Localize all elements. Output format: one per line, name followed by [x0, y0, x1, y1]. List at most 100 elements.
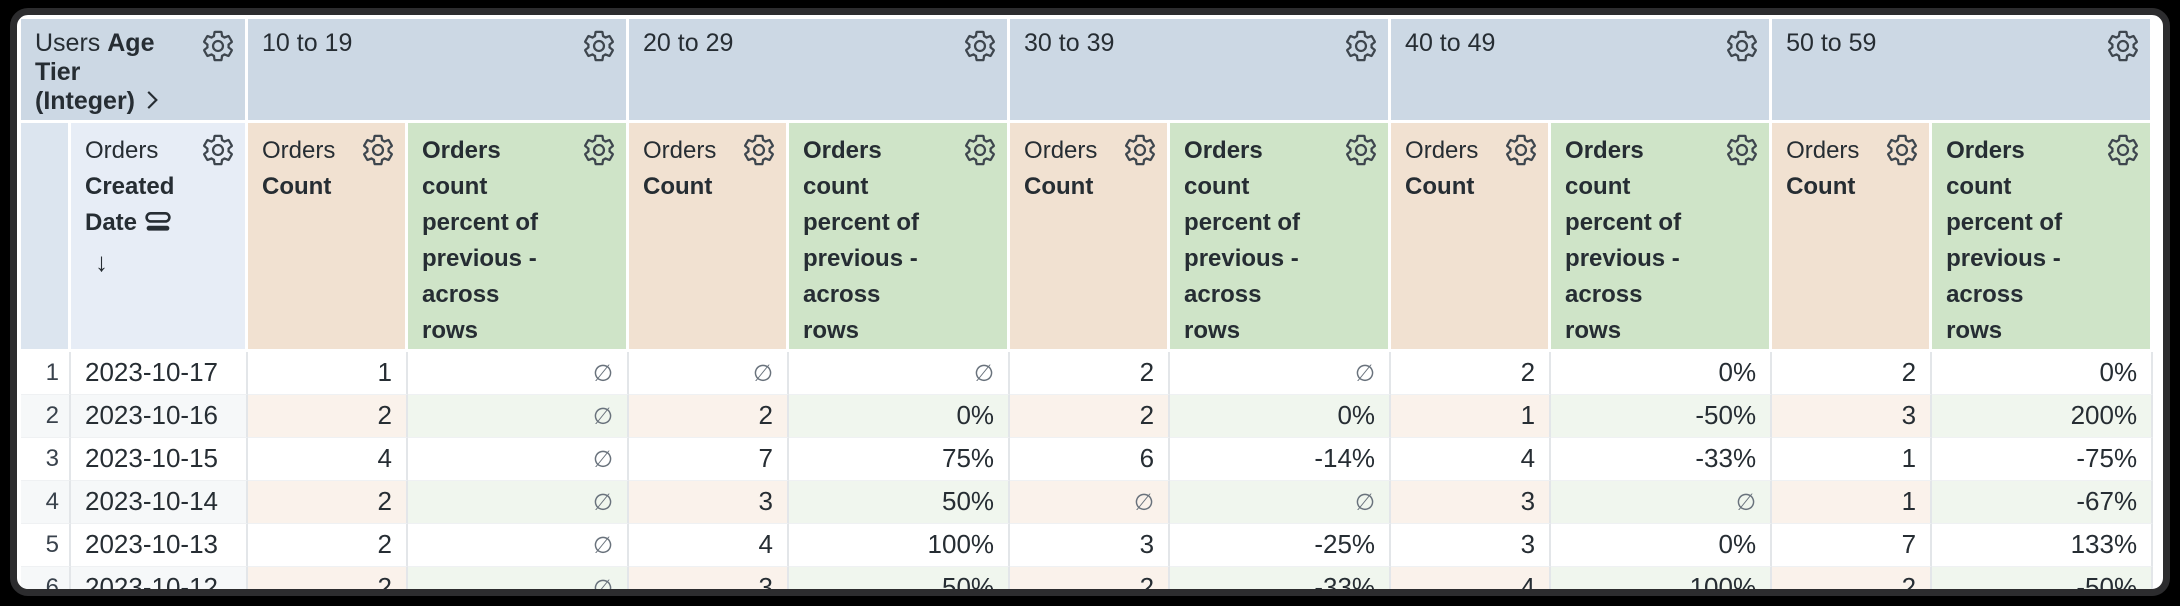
orders-count-percent-cell[interactable]: -67% [1932, 481, 2154, 524]
orders-count-cell[interactable]: 2 [248, 524, 408, 567]
orders-count-percent-cell[interactable]: -75% [1932, 438, 2154, 481]
gear-icon[interactable] [201, 29, 235, 63]
orders-count-header[interactable]: Orders Count [1391, 123, 1552, 352]
orders-count-cell[interactable]: 3 [1391, 524, 1552, 567]
orders-count-percent-cell[interactable]: -33% [1170, 567, 1392, 589]
orders-count-cell[interactable]: 3 [1010, 524, 1171, 567]
orders-count-percent-cell[interactable]: 50% [789, 567, 1011, 589]
orders-count-percent-cell[interactable]: ∅ [408, 438, 630, 481]
orders-count-cell[interactable]: 3 [1391, 481, 1552, 524]
orders-count-percent-cell[interactable]: ∅ [1551, 481, 1773, 524]
orders-count-percent-cell[interactable]: 0% [1551, 524, 1773, 567]
orders-count-cell[interactable]: 2 [248, 481, 408, 524]
orders-count-cell[interactable]: 1 [248, 352, 408, 395]
row-field-header[interactable]: Users Age Tier (Integer) [21, 19, 248, 123]
gear-icon[interactable] [201, 133, 235, 167]
orders-count-percent-cell[interactable]: ∅ [408, 481, 630, 524]
orders-count-percent-cell[interactable]: 100% [789, 524, 1011, 567]
orders-count-cell[interactable]: 2 [248, 395, 408, 438]
orders-count-cell[interactable]: 2 [629, 395, 790, 438]
pivot-tier-header[interactable]: 20 to 29 [629, 19, 1011, 123]
orders-count-percent-cell[interactable]: ∅ [1170, 481, 1392, 524]
orders-count-cell[interactable]: 4 [1391, 438, 1552, 481]
orders-count-header[interactable]: Orders Count [1010, 123, 1171, 352]
date-cell[interactable]: 2023-10-12 [71, 567, 248, 589]
orders-count-percent-cell[interactable]: ∅ [408, 524, 630, 567]
orders-count-percent-cell[interactable]: ∅ [1170, 352, 1392, 395]
orders-count-percent-cell[interactable]: ∅ [408, 395, 630, 438]
orders-count-cell[interactable]: 2 [1010, 395, 1171, 438]
gear-icon[interactable] [1123, 133, 1157, 167]
date-cell[interactable]: 2023-10-14 [71, 481, 248, 524]
orders-count-percent-cell[interactable]: 50% [789, 481, 1011, 524]
orders-count-cell[interactable]: ∅ [629, 352, 790, 395]
orders-count-percent-cell[interactable]: ∅ [408, 567, 630, 589]
orders-count-cell[interactable]: 1 [1772, 438, 1933, 481]
pivot-tier-header[interactable]: 10 to 19 [248, 19, 630, 123]
orders-count-percent-cell[interactable]: ∅ [789, 352, 1011, 395]
gear-icon[interactable] [361, 133, 395, 167]
orders-count-header[interactable]: Orders Count [248, 123, 408, 352]
pivot-tier-header[interactable]: 40 to 49 [1391, 19, 1773, 123]
gear-icon[interactable] [582, 29, 616, 63]
pivot-tier-header[interactable]: 30 to 39 [1010, 19, 1392, 123]
orders-count-percent-cell[interactable]: -50% [1932, 567, 2154, 589]
gear-icon[interactable] [1344, 29, 1378, 63]
orders-count-percent-header[interactable]: Orders count percent of previous - acros… [1170, 123, 1392, 352]
date-cell[interactable]: 2023-10-13 [71, 524, 248, 567]
orders-count-cell[interactable]: 1 [1772, 481, 1933, 524]
orders-count-percent-header[interactable]: Orders count percent of previous - acros… [1932, 123, 2154, 352]
sort-descending-icon[interactable]: ↓ [95, 247, 108, 277]
orders-count-percent-header[interactable]: Orders count percent of previous - acros… [1551, 123, 1773, 352]
pivot-tier-header[interactable]: 50 to 59 [1772, 19, 2154, 123]
orders-count-cell[interactable]: 3 [1772, 395, 1933, 438]
orders-count-percent-cell[interactable]: -50% [1551, 395, 1773, 438]
gear-icon[interactable] [1885, 133, 1919, 167]
orders-count-percent-cell[interactable]: 200% [1932, 395, 2154, 438]
gear-icon[interactable] [742, 133, 776, 167]
orders-count-percent-cell[interactable]: 0% [1170, 395, 1392, 438]
orders-count-percent-cell[interactable]: 133% [1932, 524, 2154, 567]
date-cell[interactable]: 2023-10-16 [71, 395, 248, 438]
orders-count-percent-cell[interactable]: -25% [1170, 524, 1392, 567]
gear-icon[interactable] [963, 29, 997, 63]
orders-count-cell[interactable]: 1 [1391, 395, 1552, 438]
chevron-right-icon[interactable] [139, 87, 165, 120]
orders-count-cell[interactable]: 7 [1772, 524, 1933, 567]
orders-count-cell[interactable]: 3 [629, 567, 790, 589]
orders-count-cell[interactable]: 2 [248, 567, 408, 589]
orders-count-percent-cell[interactable]: ∅ [408, 352, 630, 395]
orders-count-cell[interactable]: 7 [629, 438, 790, 481]
orders-count-cell[interactable]: 6 [1010, 438, 1171, 481]
orders-count-cell[interactable]: 2 [1772, 352, 1933, 395]
date-column-header[interactable]: Orders Created Date ↓ [71, 123, 248, 352]
orders-count-percent-cell[interactable]: 75% [789, 438, 1011, 481]
gear-icon[interactable] [582, 133, 616, 167]
orders-count-cell[interactable]: 2 [1772, 567, 1933, 589]
orders-count-cell[interactable]: 4 [248, 438, 408, 481]
gear-icon[interactable] [1725, 29, 1759, 63]
orders-count-cell[interactable]: 3 [629, 481, 790, 524]
date-cell[interactable]: 2023-10-15 [71, 438, 248, 481]
orders-count-cell[interactable]: 2 [1010, 567, 1171, 589]
orders-count-percent-cell[interactable]: 100% [1551, 567, 1773, 589]
orders-count-percent-cell[interactable]: 0% [1932, 352, 2154, 395]
orders-count-header[interactable]: Orders Count [1772, 123, 1933, 352]
orders-count-percent-header[interactable]: Orders count percent of previous - acros… [789, 123, 1011, 352]
gear-icon[interactable] [2106, 29, 2140, 63]
orders-count-percent-header[interactable]: Orders count percent of previous - acros… [408, 123, 630, 352]
gear-icon[interactable] [1504, 133, 1538, 167]
gear-icon[interactable] [2106, 133, 2140, 167]
orders-count-percent-cell[interactable]: -33% [1551, 438, 1773, 481]
orders-count-percent-cell[interactable]: -14% [1170, 438, 1392, 481]
orders-count-cell[interactable]: ∅ [1010, 481, 1171, 524]
orders-count-percent-cell[interactable]: 0% [789, 395, 1011, 438]
orders-count-percent-cell[interactable]: 0% [1551, 352, 1773, 395]
orders-count-cell[interactable]: 2 [1391, 352, 1552, 395]
orders-count-cell[interactable]: 4 [1391, 567, 1552, 589]
orders-count-cell[interactable]: 2 [1010, 352, 1171, 395]
orders-count-cell[interactable]: 4 [629, 524, 790, 567]
gear-icon[interactable] [1344, 133, 1378, 167]
date-cell[interactable]: 2023-10-17 [71, 352, 248, 395]
gear-icon[interactable] [1725, 133, 1759, 167]
